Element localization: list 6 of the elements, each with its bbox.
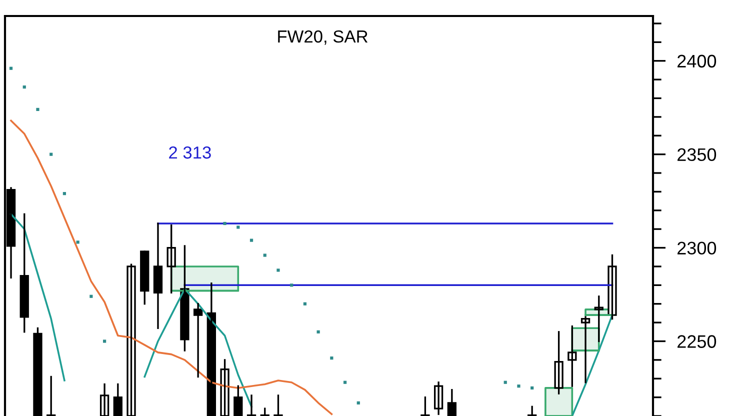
text: FW20, SAR — [278, 30, 368, 45]
text: 2 313 — [169, 146, 211, 159]
y-tick-label: 2350 — [678, 148, 716, 162]
y-tick-label: 2300 — [678, 242, 716, 254]
y-tick-label: 2250 — [678, 335, 716, 348]
y-tick-label: 2400 — [678, 54, 716, 68]
